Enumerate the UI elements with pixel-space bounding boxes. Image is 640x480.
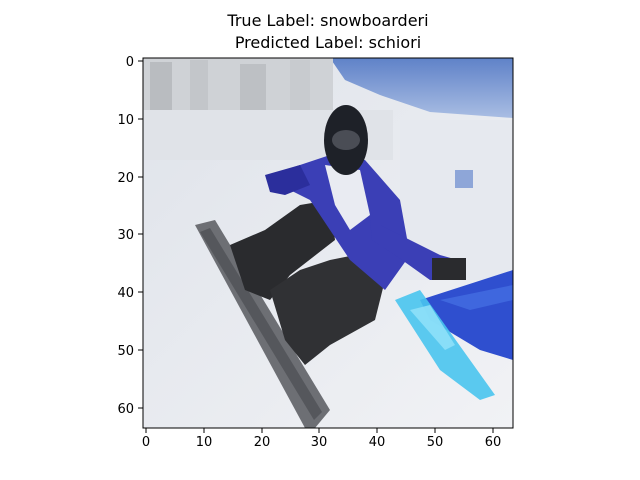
predicted-label-title: Predicted Label: schiori	[234, 33, 422, 52]
x-tick-label: 0	[142, 435, 150, 450]
x-tick-label: 10	[196, 435, 213, 450]
x-tick-label: 50	[427, 435, 444, 450]
axes-frame	[142, 57, 514, 429]
y-tick-label: 20	[117, 171, 134, 186]
y-tick-label: 30	[117, 228, 134, 243]
x-tick-label: 60	[485, 435, 502, 450]
snowboarder-image	[143, 58, 513, 428]
y-tick-label: 40	[117, 286, 134, 301]
y-tick-label: 50	[117, 344, 134, 359]
x-tick-label: 30	[311, 435, 328, 450]
y-tick-label: 10	[117, 113, 134, 128]
true-label-title: True Label: snowboarderi	[227, 11, 429, 30]
x-tick-label: 20	[254, 435, 271, 450]
y-tick-label: 0	[126, 55, 134, 70]
x-tick-label: 40	[369, 435, 386, 450]
x-axis: 0 10 20 30 40 50 60	[142, 428, 501, 450]
y-axis: 0 10 20 30 40 50 60	[117, 55, 143, 417]
y-tick-label: 60	[117, 402, 134, 417]
